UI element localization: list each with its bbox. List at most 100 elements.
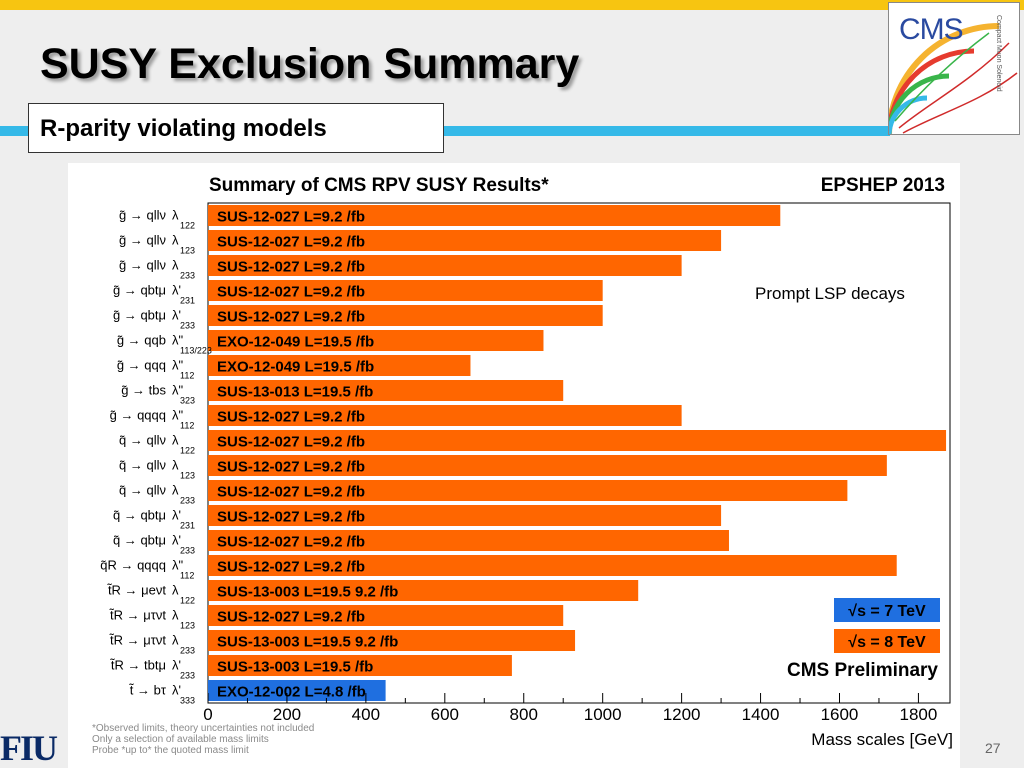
coupling-subscript: 113/223	[180, 346, 212, 356]
bar-label: SUS-12-027 L=9.2 /fb	[217, 509, 365, 526]
top-accent-bar	[0, 0, 1024, 10]
chart-title: Summary of CMS RPV SUSY Results*	[209, 175, 549, 196]
bar	[208, 630, 576, 651]
coupling-subscript: 122	[180, 221, 195, 231]
coupling-label: λ'	[172, 658, 181, 673]
bar	[208, 355, 471, 376]
coupling-label: λ'	[172, 308, 181, 323]
coupling-label: λ'	[172, 683, 181, 698]
bar	[208, 405, 682, 426]
bar-label: SUS-12-027 L=9.2 /fb	[217, 259, 365, 276]
plot-frame	[207, 202, 951, 704]
x-tick-label: 200	[273, 705, 301, 724]
bar-label: SUS-12-027 L=9.2 /fb	[217, 209, 365, 226]
model-label: g̃ → qqqq	[110, 408, 166, 423]
x-tick-label: 1200	[663, 705, 701, 724]
model-label: q̃ → qllν	[119, 458, 166, 473]
bar-label: SUS-13-003 L=19.5 9.2 /fb	[217, 634, 398, 651]
x-tick-label: 1800	[900, 705, 938, 724]
cms-logo: CMS Compact Muon Solenoid	[888, 2, 1020, 135]
bar	[208, 430, 947, 451]
fiu-logo: FIU	[0, 728, 58, 768]
slide-title: SUSY Exclusion Summary	[40, 40, 580, 88]
coupling-label: λ	[172, 458, 179, 473]
subtitle-text: R-parity violating models	[40, 115, 327, 142]
coupling-subscript: 112	[180, 421, 194, 431]
bar-label: SUS-13-003 L=19.5 /fb	[217, 659, 373, 676]
chart-conference: EPSHEP 2013	[821, 175, 945, 196]
coupling-label: λ	[172, 633, 179, 648]
footnote: Only a selection of available mass limit…	[92, 734, 269, 745]
legend-label: √s = 8 TeV	[848, 634, 926, 651]
coupling-label: λ	[172, 233, 179, 248]
bar	[208, 555, 897, 576]
model-label: t̃ → bτ	[128, 683, 167, 698]
coupling-label: λ	[172, 433, 179, 448]
footnote: Probe *up to* the quoted mass limit	[92, 745, 249, 756]
model-label: q̃ → qllν	[119, 483, 166, 498]
model-label: t̃R → μeνt	[106, 583, 166, 598]
model-label: g̃ → tbs	[121, 383, 166, 398]
model-label: g̃ → qbtμ	[113, 308, 166, 323]
bar	[208, 680, 386, 701]
coupling-label: λ'	[172, 533, 181, 548]
subtitle-box: R-parity violating models	[28, 103, 444, 153]
coupling-subscript: 233	[180, 671, 195, 681]
bar	[208, 505, 722, 526]
bar-label: EXO-12-049 L=19.5 /fb	[217, 359, 374, 376]
coupling-label: λ"	[172, 558, 184, 573]
x-tick-label: 1400	[742, 705, 780, 724]
bar-label: SUS-12-027 L=9.2 /fb	[217, 309, 365, 326]
coupling-subscript: 122	[180, 446, 195, 456]
model-label: q̃R → qqqq	[100, 558, 166, 573]
chart-panel: Summary of CMS RPV SUSY Results* EPSHEP 2…	[68, 163, 960, 768]
coupling-label: λ"	[172, 358, 184, 373]
bar-label: EXO-12-002 L=4.8 /fb	[217, 684, 366, 701]
coupling-subscript: 112	[180, 571, 194, 581]
coupling-subscript: 323	[180, 396, 195, 406]
bar	[208, 480, 848, 501]
model-label: g̃ → qbtμ	[113, 283, 166, 298]
x-tick-label: 600	[431, 705, 459, 724]
chart-annotation: Prompt LSP decays	[755, 284, 905, 303]
model-label: t̃R → μτνt	[109, 633, 167, 648]
bar	[208, 305, 603, 326]
x-tick-label: 800	[510, 705, 538, 724]
coupling-subscript: 333	[180, 696, 195, 706]
coupling-subscript: 231	[180, 521, 195, 531]
bar-label: EXO-12-049 L=19.5 /fb	[217, 334, 374, 351]
cms-logo-subtext: Compact Muon Solenoid	[995, 15, 1002, 92]
coupling-subscript: 231	[180, 296, 195, 306]
bar-label: SUS-12-027 L=9.2 /fb	[217, 534, 365, 551]
coupling-subscript: 123	[180, 471, 195, 481]
bar	[208, 655, 512, 676]
legend-label: √s = 7 TeV	[848, 603, 926, 620]
coupling-label: λ	[172, 608, 179, 623]
bar	[208, 380, 564, 401]
bar-label: SUS-12-027 L=9.2 /fb	[217, 409, 365, 426]
page-number: 27	[985, 740, 1001, 756]
model-label: g̃ → qllν	[119, 258, 166, 273]
coupling-label: λ	[172, 258, 179, 273]
coupling-subscript: 233	[180, 496, 195, 506]
coupling-label: λ"	[172, 408, 184, 423]
bar	[208, 205, 781, 226]
bar-label: SUS-13-013 L=19.5 /fb	[217, 384, 373, 401]
bar-label: SUS-12-027 L=9.2 /fb	[217, 234, 365, 251]
bar-label: SUS-12-027 L=9.2 /fb	[217, 284, 365, 301]
x-tick-label: 1000	[584, 705, 622, 724]
coupling-subscript: 122	[180, 596, 195, 606]
model-label: q̃ → qbtμ	[113, 533, 166, 548]
legend-swatch	[834, 629, 940, 653]
coupling-subscript: 233	[180, 646, 195, 656]
bar	[208, 255, 682, 276]
model-label: q̃ → qbtμ	[113, 508, 166, 523]
bar-label: SUS-12-027 L=9.2 /fb	[217, 484, 365, 501]
legend-swatch	[834, 598, 940, 622]
model-label: t̃R → μτνt	[109, 608, 167, 623]
bar	[208, 330, 544, 351]
coupling-label: λ	[172, 208, 179, 223]
model-label: g̃ → qllν	[119, 208, 166, 223]
coupling-label: λ"	[172, 383, 184, 398]
cms-logo-text: CMS	[899, 13, 964, 46]
